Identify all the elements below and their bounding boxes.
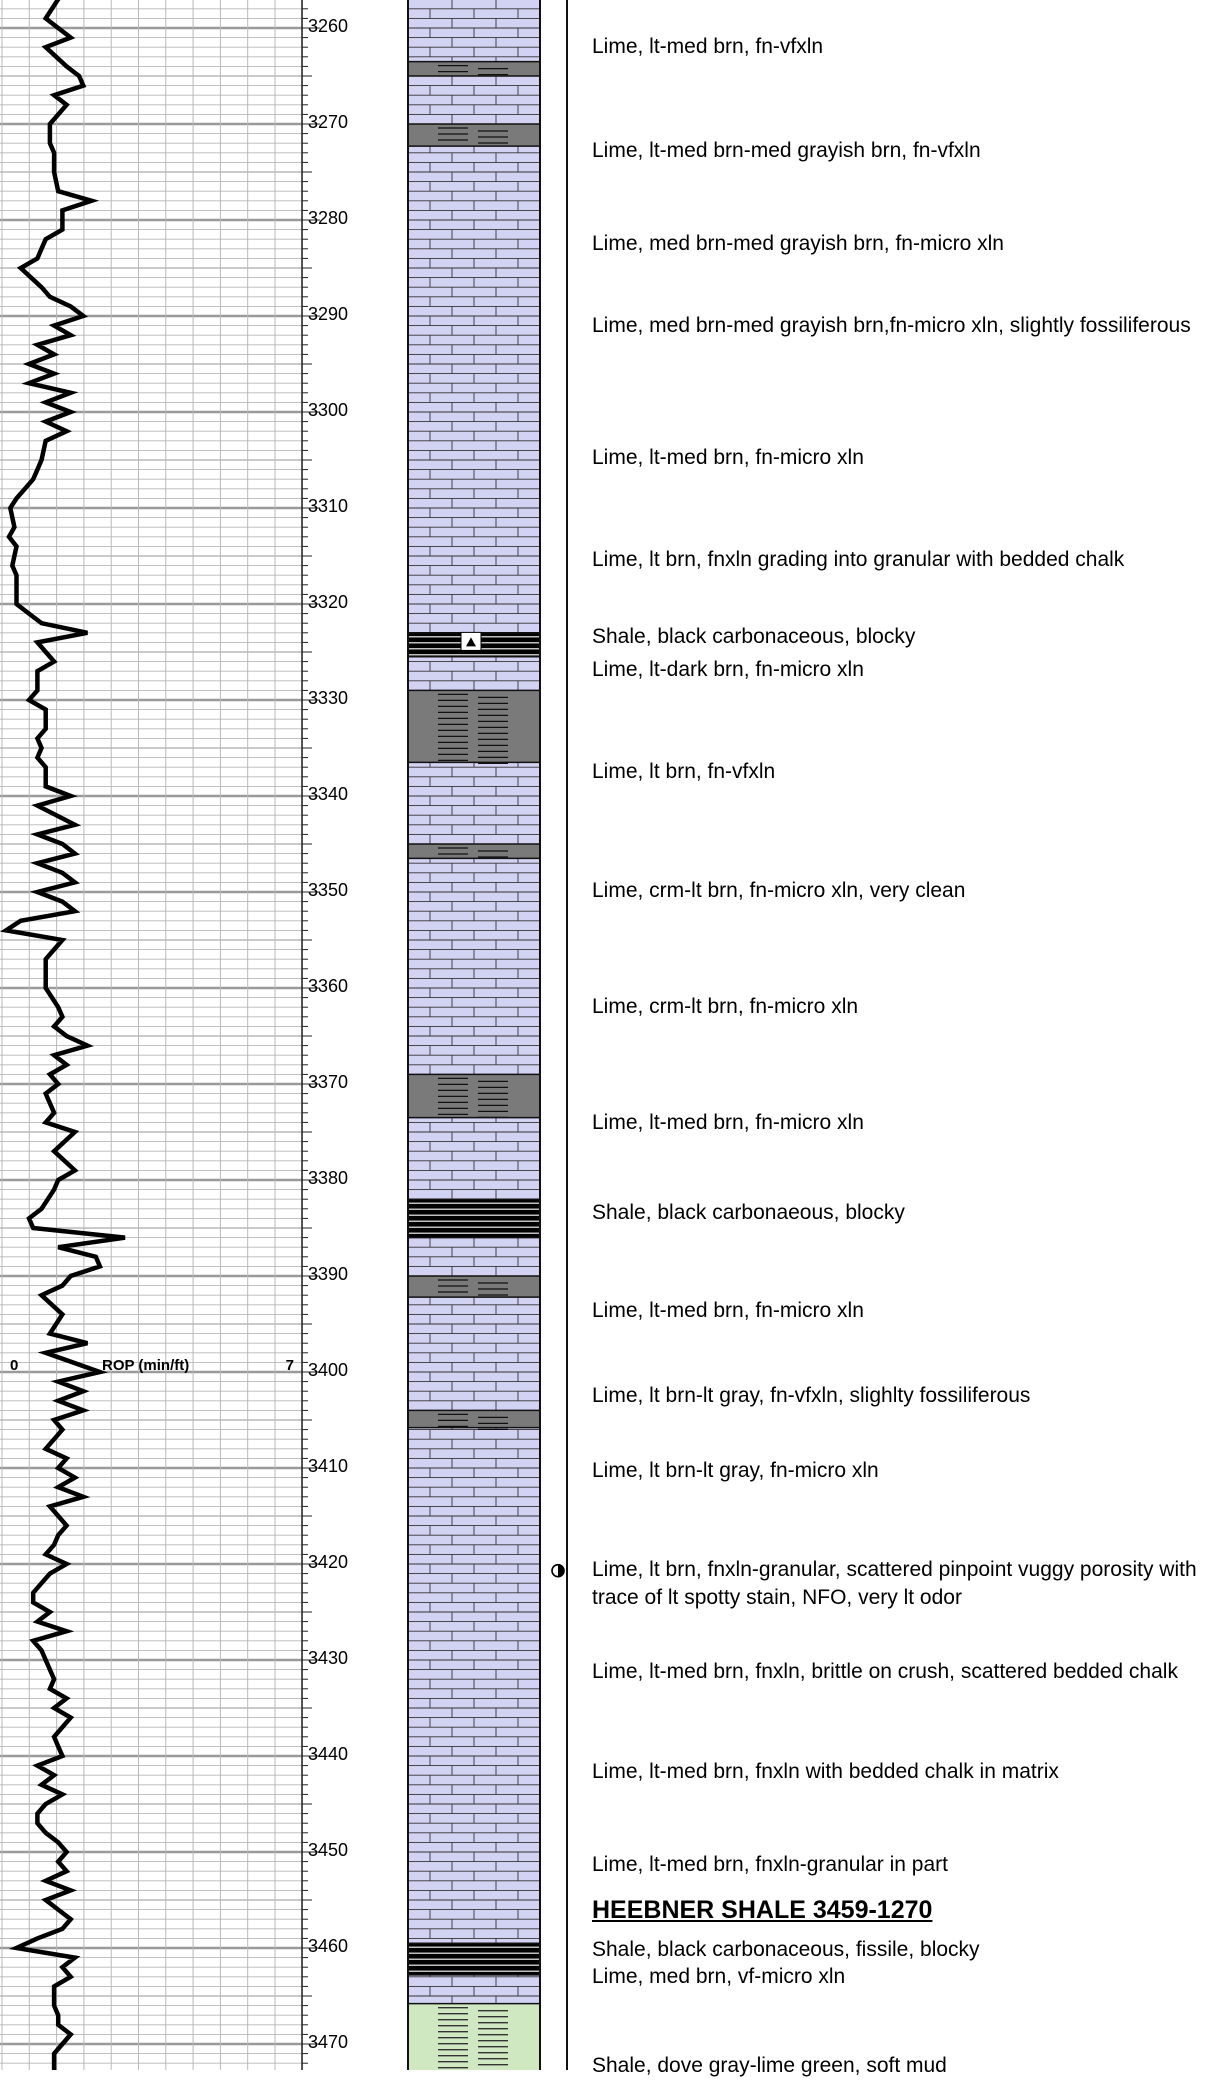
depth-label: 3300 (308, 400, 348, 420)
bed-shale-black (408, 1942, 540, 1976)
depth-label: 3290 (308, 304, 348, 324)
rop-scale-title: ROP (min/ft) (102, 1357, 189, 1374)
depth-label: 3400 (308, 1360, 348, 1380)
symbols-column (551, 0, 568, 2070)
lithology-description: Lime, lt-med brn, fnxln, brittle on crus… (592, 1659, 1178, 1683)
lithology-description: Lime, lt-med brn, fn-micro xln (592, 446, 864, 470)
lithology-description: Lime, lt-med brn, fnxln-granular in part (592, 1853, 948, 1877)
lithology-description: Lime, med brn-med grayish brn, fn-micro … (592, 232, 1004, 255)
depth-label: 3370 (308, 1072, 348, 1092)
bed-shale-gray (408, 1275, 540, 1298)
depth-label: 3470 (308, 2032, 348, 2052)
formation-heading: HEEBNER SHALE 3459-1270 (592, 1895, 933, 1924)
lithology-description: Lime, lt-med brn, fn-micro xln (592, 1111, 864, 1135)
lithology-description: Shale, dove gray-lime green, soft mud (592, 2054, 947, 2078)
bed-shale-gray (408, 689, 540, 765)
bed-shale-black (408, 1198, 540, 1239)
lithology-description: Shale, black carbonaeous, blocky (592, 1200, 905, 1224)
rop-scale-max: 7 (286, 1357, 294, 1374)
lithology-description: Shale, black carbonaceous, blocky (592, 624, 916, 648)
depth-label: 3320 (308, 592, 348, 612)
bed-shale-gray (408, 1409, 540, 1431)
lithology-description: Lime, crm-lt brn, fn-micro xln (592, 995, 859, 1019)
lithology-description: Lime, lt-med brn-med grayish brn, fn-vfx… (592, 138, 981, 162)
rop-track-grid (0, 0, 303, 2070)
lithology-description: Lime, lt-med brn, fn-vfxln (592, 35, 824, 59)
rop-curve (0, 0, 126, 2070)
bed-shale-gray (408, 60, 540, 77)
depth-label: 3430 (308, 1648, 348, 1668)
depth-label: 3280 (308, 208, 348, 228)
lithology-description: Lime, lt-med brn, fnxln with bedded chal… (592, 1760, 1059, 1784)
depth-label: 3380 (308, 1168, 348, 1188)
bed-shale-gray (408, 123, 540, 147)
lithology-description: Lime, lt brn-lt gray, fn-vfxln, slighlty… (592, 1384, 1031, 1407)
bed-shale-green (408, 2002, 540, 2070)
rop-scale-min: 0 (10, 1357, 18, 1374)
depth-label: 3440 (308, 1744, 348, 1764)
lithology-description: Lime, lt brn-lt gray, fn-micro xln (592, 1458, 879, 1482)
lithology-description: Lime, med brn, vf-micro xln (592, 1964, 846, 1988)
lithology-description: Shale, black carbonaceous, fissile, bloc… (592, 1937, 980, 1961)
bed-shale-gray (408, 843, 540, 860)
depth-label: 3350 (308, 880, 348, 900)
depth-label: 3450 (308, 1840, 348, 1860)
lithology-description: Lime, lt-med brn, fn-micro xln (592, 1298, 864, 1322)
depth-track: 3260 3270 3280 3290 3300 3310 3320 3330 3340 3350… (302, 8, 348, 2064)
lithology-description: Lime, lt brn, fnxln grading into granula… (592, 547, 1125, 571)
depth-label: 3360 (308, 976, 348, 996)
lithology-description: Lime, crm-lt brn, fn-micro xln, very cle… (592, 879, 966, 903)
depth-label: 3270 (308, 112, 348, 132)
rop-track: 0 ROP (min/ft) 7 (0, 0, 294, 2070)
depth-label: 3340 (308, 784, 348, 804)
fossil-triangle-icon (460, 631, 482, 651)
oil-show-half-circle-icon (551, 1563, 565, 1578)
lithology-track (407, 0, 541, 2070)
lithology-description: Lime, lt-dark brn, fn-micro xln (592, 658, 864, 682)
lithology-description: Lime, med brn-med grayish brn,fn-micro x… (592, 313, 1191, 337)
depth-label: 3390 (308, 1264, 348, 1284)
depth-label: 3420 (308, 1552, 348, 1572)
lithology-description: Lime, lt brn, fn-vfxln (592, 760, 776, 783)
depth-label: 3330 (308, 688, 348, 708)
lithology-description: Lime, lt brn, fnxln-granular, scattered … (592, 1557, 1197, 1609)
depth-label: 3460 (308, 1936, 348, 1956)
depth-label: 3310 (308, 496, 348, 516)
depth-label: 3260 (308, 16, 348, 36)
depth-label: 3410 (308, 1456, 348, 1476)
bed-shale-gray (408, 1073, 540, 1119)
